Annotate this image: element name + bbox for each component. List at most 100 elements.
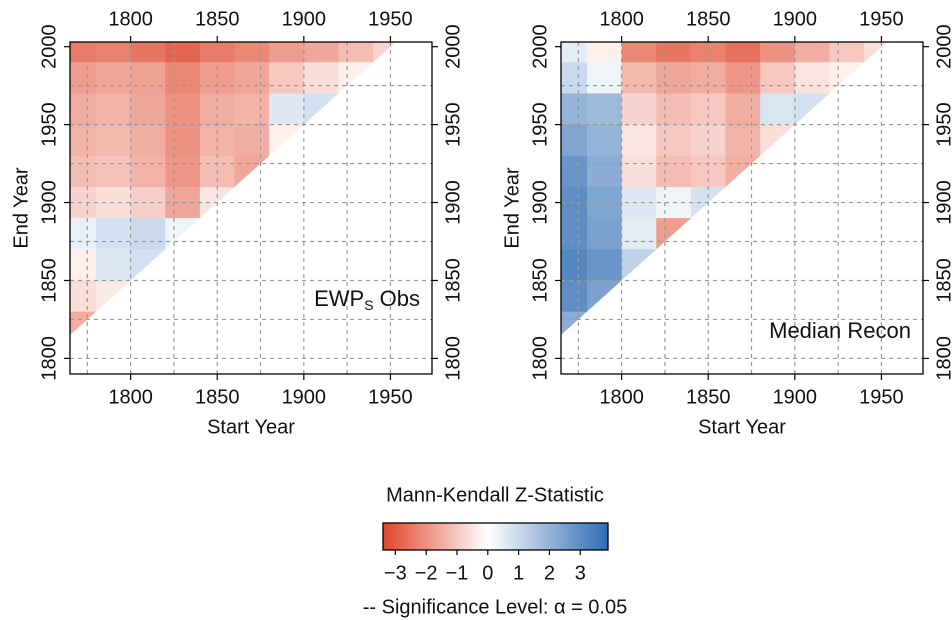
x-tick-label: 1800: [599, 386, 644, 408]
heatmap-cell: [95, 155, 132, 188]
heatmap-cell: [656, 249, 692, 281]
heatmap-cell: [586, 249, 623, 281]
y-tick-label: 1800: [442, 336, 464, 381]
heatmap-cell: [829, 62, 865, 94]
heatmap-cell: [303, 42, 339, 63]
y-tick-label: 1850: [933, 258, 952, 303]
y-tick-label: 1900: [529, 180, 551, 225]
heatmap-cell: [561, 311, 588, 336]
colorbar-tick-label: −3: [384, 562, 407, 584]
heatmap-cell: [586, 93, 623, 126]
y-tick-label: 1950: [529, 102, 551, 146]
y-tick-label: 1950: [933, 102, 952, 146]
heatmap-cell: [303, 93, 339, 126]
heatmap-cell: [586, 124, 623, 157]
heatmap-cell: [760, 93, 796, 126]
heatmap-cell: [165, 62, 201, 94]
heatmap-cell: [130, 62, 166, 94]
x-tick-label: 1850: [195, 386, 240, 408]
heatmap-cell: [234, 42, 270, 63]
y-tick-label: 1850: [38, 258, 60, 303]
x-tick-label: 1800: [599, 8, 644, 30]
heatmap-cell: [269, 62, 305, 94]
heatmap-cell: [70, 249, 97, 281]
heatmap-cell: [165, 93, 201, 126]
heatmap-cell: [760, 62, 796, 94]
heatmap-cell: [760, 42, 796, 63]
y-axis-title: End Year: [10, 167, 32, 249]
heatmap-cell: [70, 42, 97, 63]
heatmap-cell: [95, 93, 132, 126]
colorbar-title: Mann-Kendall Z-Statistic: [386, 484, 604, 506]
panel-label: EWPS Obs: [314, 286, 420, 313]
heatmap-cell: [165, 218, 201, 250]
heatmap-cell: [561, 155, 588, 188]
heatmap-cell: [269, 42, 305, 63]
heatmap-cell: [70, 186, 97, 219]
heatmap-cell: [794, 62, 830, 94]
heatmap-cell: [621, 280, 657, 313]
panel-label-part: EWP: [314, 286, 364, 311]
panel-label: Median Recon: [769, 318, 911, 343]
heatmap-cell: [234, 93, 270, 126]
heatmap-cell: [725, 155, 761, 188]
y-axis-title: End Year: [501, 167, 523, 249]
x-tick-label: 1950: [859, 8, 904, 30]
heatmap-cell: [656, 218, 692, 250]
heatmap-cell: [130, 218, 166, 250]
colorbar-tick-label: −1: [446, 562, 469, 584]
heatmap-cell: [130, 42, 166, 63]
heatmap-cell: [621, 155, 657, 188]
x-tick-label: 1900: [773, 386, 818, 408]
heatmap-cell: [561, 186, 588, 219]
heatmap-cell: [95, 218, 132, 250]
heatmap-cell: [561, 249, 588, 281]
heatmap-cell: [794, 124, 830, 157]
heatmap-cell: [561, 62, 588, 94]
heatmap-cell: [130, 249, 166, 281]
heatmap-cell: [621, 93, 657, 126]
heatmap-cell: [725, 62, 761, 94]
heatmap-cell: [760, 124, 796, 157]
x-tick-label: 1900: [282, 8, 327, 30]
heatmap-cell: [656, 124, 692, 157]
heatmap-cell: [829, 42, 865, 63]
heatmap-cell: [561, 218, 588, 250]
plot-frame: [560, 41, 924, 375]
y-tick-label: 1900: [38, 180, 60, 225]
heatmap-cell: [760, 155, 796, 188]
heatmap-cell: [95, 249, 132, 281]
x-axis-title: Start Year: [207, 416, 295, 438]
heatmap-cell: [621, 62, 657, 94]
heatmap-cell: [130, 93, 166, 126]
heatmap-cell: [725, 42, 761, 63]
heatmap-cell: [95, 124, 132, 157]
y-tick-label: 1800: [933, 336, 952, 381]
colorbar-tick-label: −2: [415, 562, 438, 584]
colorbar-tick-label: 1: [513, 562, 524, 584]
heatmap-cell: [561, 42, 588, 63]
heatmap-cell: [165, 249, 201, 281]
x-tick-label: 1950: [859, 386, 904, 408]
heatmap-cell: [656, 93, 692, 126]
heatmap-cell: [303, 62, 339, 94]
y-tick-label: 1850: [442, 258, 464, 303]
heatmap-cell: [656, 155, 692, 188]
heatmap-cell: [586, 280, 623, 313]
heatmap-cell: [586, 42, 623, 63]
heatmap-cell: [70, 311, 97, 336]
y-tick-label: 2000: [529, 24, 551, 69]
y-tick-label: 1950: [38, 102, 60, 146]
x-tick-label: 1800: [108, 386, 153, 408]
heatmap-cell: [586, 218, 623, 250]
colorbar-tick-label: 3: [575, 562, 586, 584]
heatmap-cell: [338, 93, 374, 126]
heatmap-cell: [794, 93, 830, 126]
heatmap-cell: [269, 155, 305, 188]
x-tick-label: 1800: [108, 8, 153, 30]
heatmap-cell: [621, 218, 657, 250]
x-tick-label: 1900: [773, 8, 818, 30]
heatmap-cell: [586, 155, 623, 188]
y-tick-label: 1900: [933, 180, 952, 225]
